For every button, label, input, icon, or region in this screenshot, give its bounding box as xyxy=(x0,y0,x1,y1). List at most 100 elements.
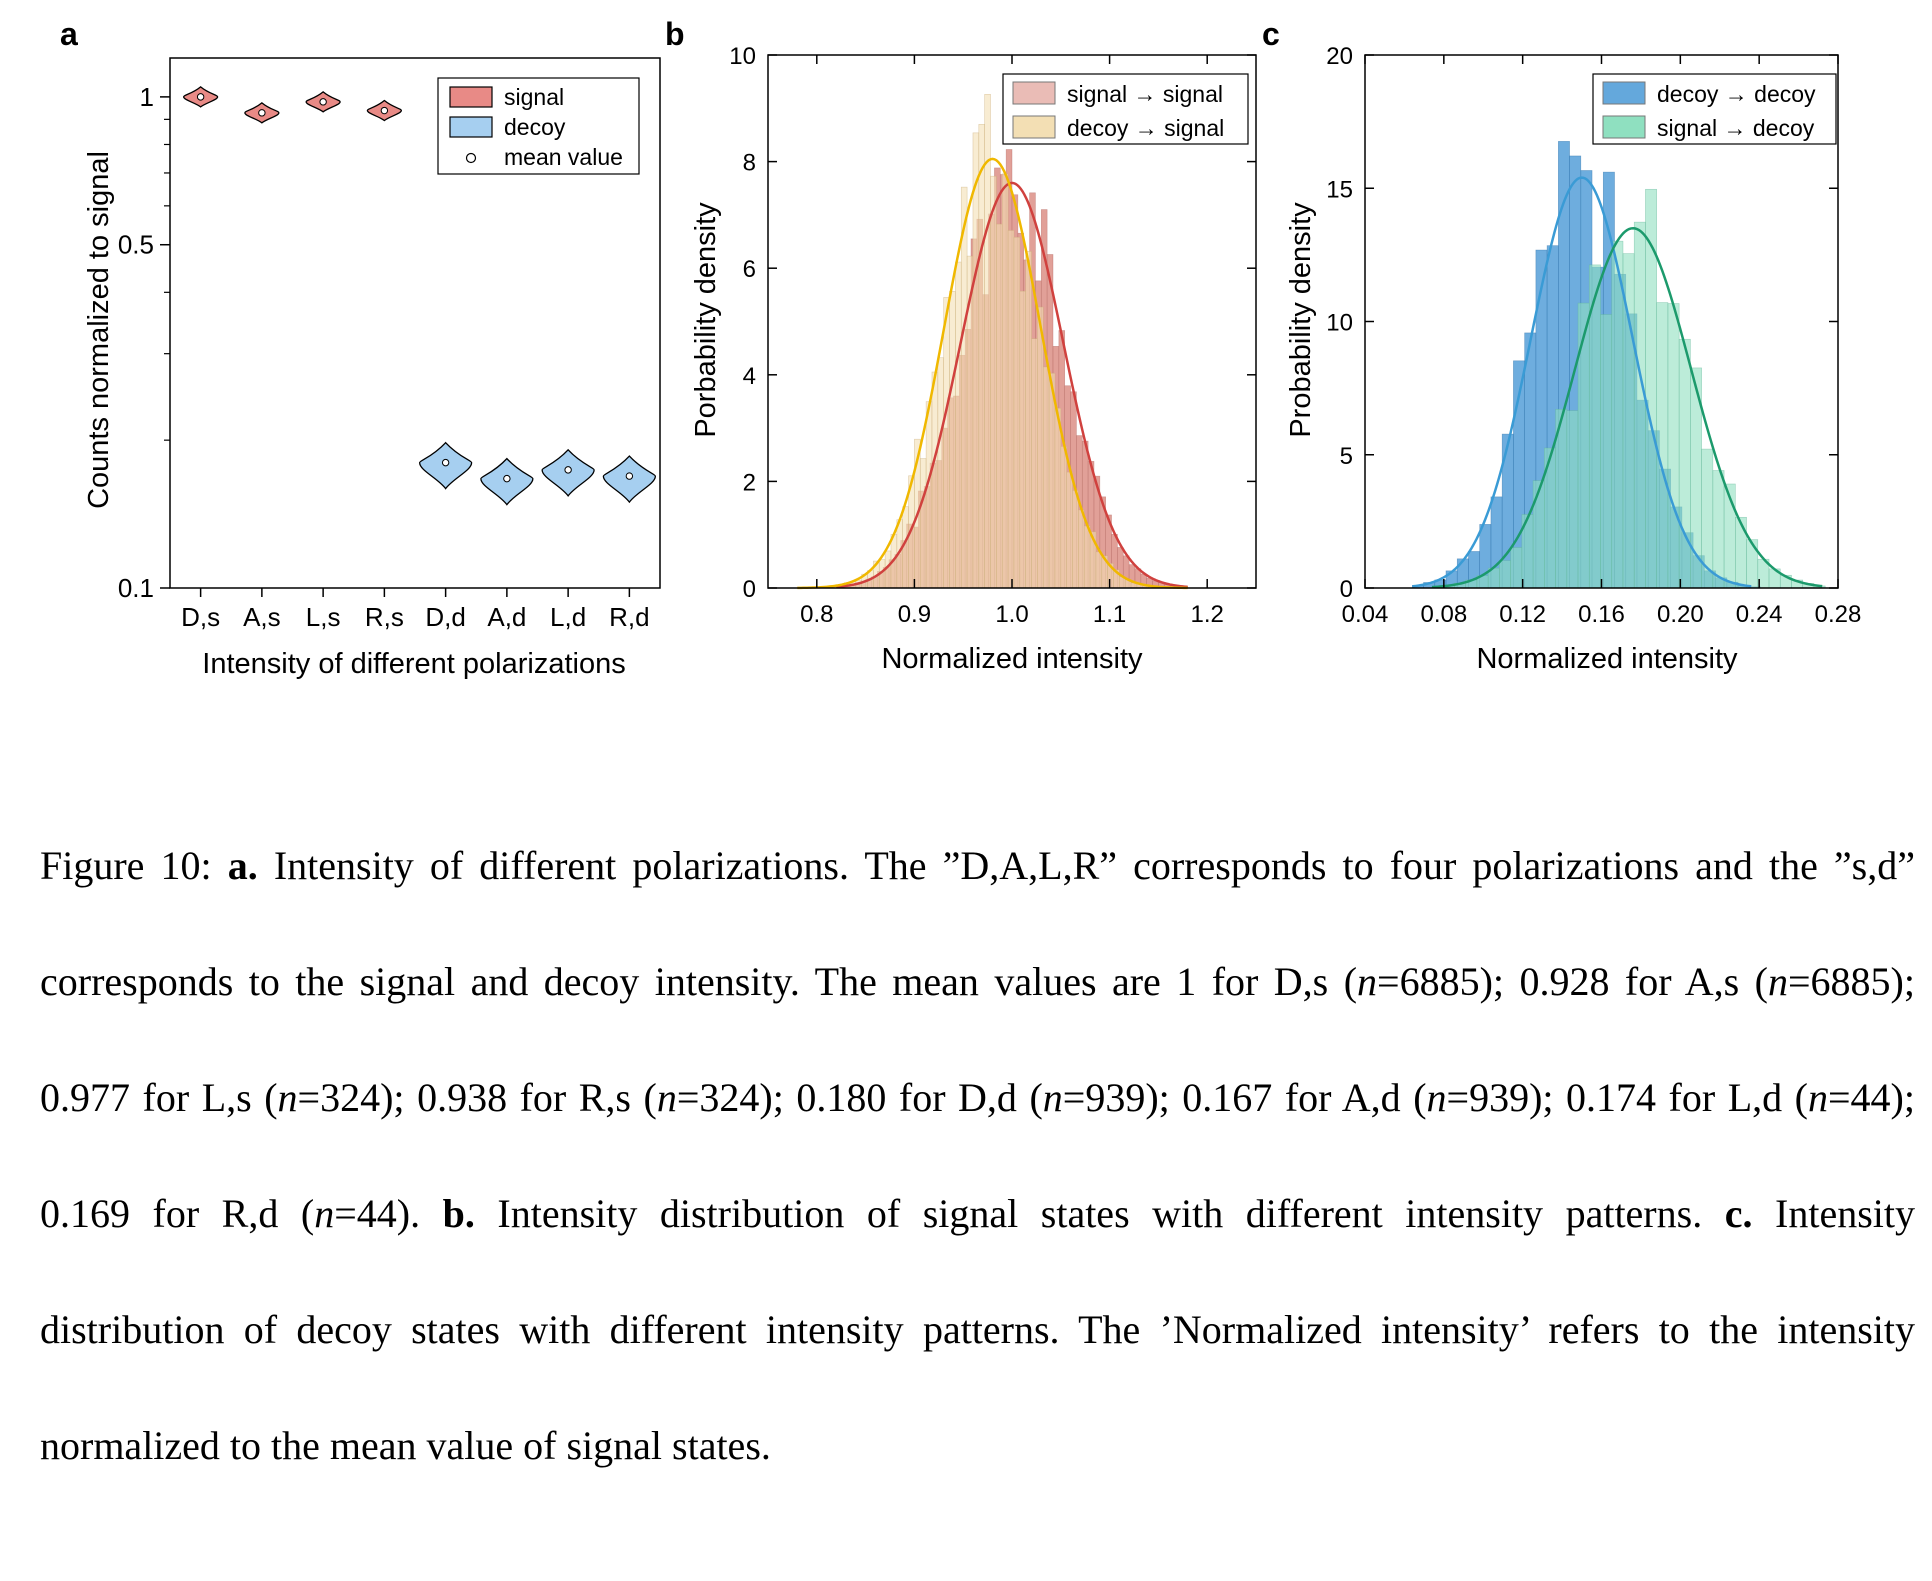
histogram-bar xyxy=(1025,251,1032,589)
histogram-bar xyxy=(1645,188,1657,589)
fit-curve xyxy=(1412,176,1752,588)
legend-label-decoy: decoy xyxy=(504,114,566,140)
x-tick-label: 1.0 xyxy=(995,601,1028,628)
y-tick-label: 0 xyxy=(1340,576,1353,603)
caption-text: Intensity distribution of signal states … xyxy=(474,1191,1725,1236)
histogram-bar xyxy=(972,132,980,589)
caption-text: =44); 0.169 for R,d ( xyxy=(40,1075,1915,1236)
mean-marker xyxy=(196,93,205,101)
mean-marker xyxy=(625,472,634,480)
x-tick-label: L,d xyxy=(550,602,586,632)
y-tick-label: 1 xyxy=(140,82,154,112)
caption-text: Intensity of different polarizations. Th… xyxy=(40,843,1915,1004)
panel-a-xlabel: Intensity of different polarizations xyxy=(202,648,625,680)
caption-b-label: b. xyxy=(442,1191,475,1236)
y-tick-label: 5 xyxy=(1340,443,1353,470)
histogram-bar xyxy=(978,124,985,589)
histogram-bar xyxy=(949,291,956,589)
x-tick-label: 1.1 xyxy=(1093,601,1126,628)
caption-n: n xyxy=(1808,1075,1828,1120)
mean-marker xyxy=(319,98,327,106)
histogram-bar xyxy=(925,401,933,589)
y-tick-label: 0 xyxy=(743,576,756,603)
legend-label-signal: signal xyxy=(504,84,564,110)
panel-c-letter: c xyxy=(1262,16,1280,52)
histogram-bar xyxy=(1019,290,1026,589)
histogram-bar xyxy=(984,94,991,589)
panel-b-xlabel: Normalized intensity xyxy=(881,643,1143,675)
x-tick-label: 0.08 xyxy=(1420,601,1467,628)
caption-n: n xyxy=(314,1191,335,1236)
x-tick-label: A,s xyxy=(243,602,281,632)
histogram-bar xyxy=(1054,407,1062,589)
histogram-bar xyxy=(943,297,950,589)
y-tick-label: 0.5 xyxy=(118,230,154,260)
x-tick-label: R,d xyxy=(609,602,649,632)
x-tick-label: 1.2 xyxy=(1191,601,1224,628)
histogram-bar xyxy=(1633,221,1646,589)
histogram-bar xyxy=(1735,516,1747,589)
mean-marker xyxy=(441,458,450,467)
histogram-bar xyxy=(1095,551,1103,589)
x-tick-label: 0.28 xyxy=(1815,601,1862,628)
panel-b-letter: b xyxy=(665,16,685,52)
caption-n: n xyxy=(1357,959,1378,1004)
x-tick-label: 0.20 xyxy=(1657,601,1704,628)
legend-swatch xyxy=(1602,115,1646,139)
histogram-bar xyxy=(960,186,968,589)
panel-a-ylabel: Counts normalized to signal xyxy=(83,151,115,509)
histogram-bar xyxy=(1013,236,1021,589)
histogram-bar xyxy=(1007,230,1015,589)
panel-a-violin-chart: 1 0.5 0.1 D,s A,s L,s R,s D,d A,d L,d R,d signal dec… xyxy=(118,57,661,632)
caption-a-label: a. xyxy=(227,843,258,888)
histogram-bar xyxy=(1656,302,1669,589)
caption-c-label: c. xyxy=(1724,1191,1753,1236)
caption-n: n xyxy=(656,1075,677,1120)
mean-marker xyxy=(564,466,572,474)
y-tick-label: 15 xyxy=(1326,176,1353,203)
x-tick-label: 0.24 xyxy=(1736,601,1783,628)
caption-text: =44). xyxy=(334,1191,443,1236)
caption-text: =939); 0.167 for A,d ( xyxy=(1062,1075,1427,1120)
x-tick-label: D,s xyxy=(181,602,220,632)
histogram-bar xyxy=(1078,509,1085,589)
histogram-bar xyxy=(996,223,1003,589)
panel-c-ylabel: Probability density xyxy=(1285,202,1317,438)
panel-b-histogram: 0.8 0.9 1.0 1.1 1.2 0 2 4 6 8 10 signal → signal dec… xyxy=(729,43,1257,628)
histogram-bar xyxy=(1042,366,1050,589)
caption-text: =324); 0.938 for R,s ( xyxy=(297,1075,657,1120)
y-tick-label: 6 xyxy=(743,256,756,283)
panel-b-ylabel: Porbability density xyxy=(690,202,722,438)
mean-marker xyxy=(258,109,266,117)
figure-10: a b c 1 0.5 0.1 D,s A,s L,s R,s D,d A,d L,d R,d sig… xyxy=(60,16,1862,680)
histogram-bar xyxy=(1083,525,1091,589)
x-tick-label: D,d xyxy=(425,602,465,632)
caption-text: Intensity distribution of decoy states w… xyxy=(40,1191,1915,1468)
x-tick-label: A,d xyxy=(487,602,526,632)
x-tick-label: 0.8 xyxy=(800,601,833,628)
histogram-bar xyxy=(1566,410,1579,589)
histogram-bar xyxy=(1037,306,1044,589)
x-tick-label: 0.16 xyxy=(1578,601,1625,628)
y-tick-label: 10 xyxy=(729,43,756,70)
caption-n: n xyxy=(1768,959,1788,1004)
caption-text: =324); 0.180 for D,d ( xyxy=(676,1075,1043,1120)
histogram-bar xyxy=(1667,303,1680,589)
legend-swatch xyxy=(1012,115,1056,139)
histogram-bar xyxy=(1532,480,1545,589)
legend-swatch xyxy=(1012,81,1056,105)
x-tick-label: R,s xyxy=(365,602,404,632)
caption-n: n xyxy=(1426,1075,1447,1120)
histogram-bar xyxy=(1746,539,1759,589)
histogram-bar xyxy=(1510,547,1523,589)
caption-label: Figure 10: xyxy=(40,843,212,888)
histogram-bar xyxy=(1072,490,1079,589)
panel-a-frame xyxy=(169,57,661,589)
histogram-bar xyxy=(1499,560,1511,589)
histogram-bar xyxy=(955,261,962,589)
histogram-bar xyxy=(1712,470,1725,589)
histogram-bar xyxy=(919,458,927,589)
histogram-bar xyxy=(1001,173,1009,589)
y-tick-label: 2 xyxy=(743,469,756,496)
histogram-bar xyxy=(1678,338,1691,589)
